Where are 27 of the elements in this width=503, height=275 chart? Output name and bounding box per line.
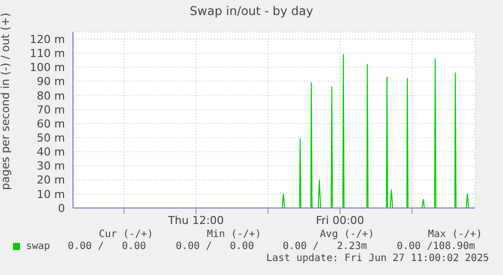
text: 0.00 / 0.00: [176, 241, 254, 252]
text: Max (-/+): [426, 229, 484, 240]
y-axis-title: pages per second in (-) / out (+): [0, 12, 12, 190]
text: 0.00 / 2.23m: [282, 241, 367, 252]
y-tick-label: 40 m: [36, 146, 65, 159]
y-tick-label: 60 m: [36, 117, 65, 130]
x-tick-label: Fri 00:00: [316, 214, 364, 227]
y-tick-label: 10 m: [36, 188, 65, 201]
y-tick-label: 90 m: [36, 75, 65, 88]
y-tick-label: 100 m: [30, 61, 65, 74]
y-tick-label: 120 m: [30, 32, 65, 46]
y-tick-label: 0: [58, 202, 65, 215]
x-tick-label: Thu 12:00: [167, 214, 224, 227]
text: Avg (-/+): [318, 229, 376, 240]
text: Last update: Fri Jun 27 11:00:02 2025: [266, 253, 489, 264]
text: Cur (-/+): [98, 229, 154, 240]
text: 0.00 / 0.00: [68, 241, 146, 252]
chart-title: Swap in/out - by day: [190, 4, 314, 18]
y-tick-label: 20 m: [36, 174, 65, 187]
text: Min (-/+): [206, 229, 262, 240]
y-tick-label: 80 m: [36, 89, 65, 102]
y-tick-label: 70 m: [36, 103, 65, 116]
y-tick-label: 30 m: [36, 160, 65, 173]
y-tick-label: 50 m: [36, 132, 65, 145]
text: 0.00 /108.90m: [396, 241, 475, 252]
y-tick-label: 110 m: [30, 47, 65, 60]
legend-label: swap: [26, 241, 50, 252]
